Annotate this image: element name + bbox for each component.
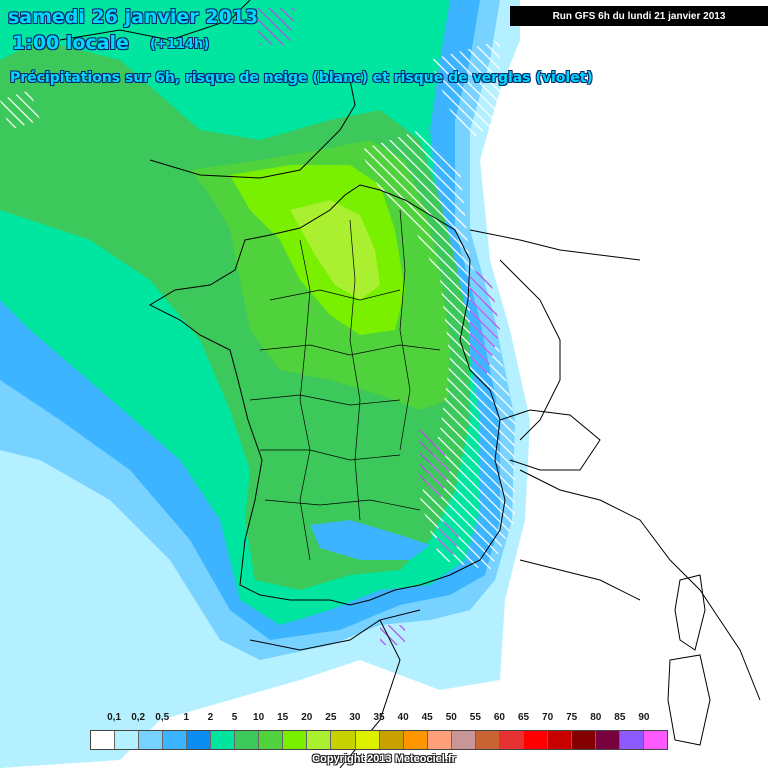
legend-swatch: [523, 731, 548, 749]
legend-label: 60: [493, 712, 505, 723]
legend-swatch: [644, 731, 668, 749]
legend-label: 50: [445, 712, 457, 723]
legend-swatch: [331, 731, 356, 749]
legend-label: 15: [277, 712, 289, 723]
ice-risk-area-4: [380, 625, 405, 645]
legend-swatch: [403, 731, 428, 749]
legend-swatch: [427, 731, 452, 749]
precip-core-south: [310, 520, 430, 560]
legend-label: 90: [638, 712, 650, 723]
legend-label: 10: [253, 712, 265, 723]
copyright-text: Copyright 2013 Meteociel.fr: [312, 753, 456, 765]
legend-label: 55: [469, 712, 481, 723]
legend-swatch: [163, 731, 188, 749]
legend-swatches: [90, 730, 668, 750]
legend-label: 35: [373, 712, 385, 723]
ice-risk-area-5: [470, 270, 500, 380]
legend-swatch: [620, 731, 645, 749]
forecast-time: 1:00 locale: [12, 32, 129, 54]
legend-label: 0,1: [107, 712, 122, 723]
legend-label: 75: [566, 712, 578, 723]
legend-label: 0,2: [131, 712, 146, 723]
legend-label: 25: [325, 712, 337, 723]
legend-label: 1: [183, 712, 190, 723]
run-info-badge: Run GFS 6h du lundi 21 janvier 2013: [510, 6, 768, 26]
legend-swatch: [259, 731, 284, 749]
corsica-outline: [674, 574, 706, 651]
legend-swatch: [595, 731, 621, 749]
italy-outline: [519, 469, 761, 701]
legend-label: 70: [542, 712, 554, 723]
legend-swatch: [139, 731, 164, 749]
legend-label: 40: [397, 712, 409, 723]
legend-label: 65: [517, 712, 530, 723]
swiss-border: [499, 409, 601, 471]
legend-swatch: [547, 731, 572, 749]
ice-risk-area-3: [255, 8, 295, 45]
legend-label: 20: [301, 712, 313, 723]
legend-label: 5: [231, 712, 238, 723]
map-subtitle: Précipitations sur 6h, risque de neige (…: [10, 70, 593, 86]
ice-risk-area-2: [435, 520, 460, 555]
legend-swatch: [115, 731, 140, 749]
precip-legend: 0,1 0,2 0,5 1 2 5 10 15 20 25 30 35 40 45 50 55 60 65 70 75…: [90, 712, 668, 752]
legend-swatch: [355, 731, 380, 749]
legend-swatch: [451, 731, 476, 749]
snow-risk-area-west: [0, 90, 40, 130]
sardinia-outline: [667, 654, 711, 746]
region-lines: [249, 209, 441, 561]
legend-label: 2: [207, 712, 214, 723]
legend-label: 30: [349, 712, 361, 723]
legend-swatch: [307, 731, 332, 749]
forecast-lead-time: (+114h): [150, 37, 210, 52]
precip-band-20: [290, 200, 380, 300]
legend-swatch: [475, 731, 500, 749]
run-info-text: Run GFS 6h du lundi 21 janvier 2013: [552, 10, 726, 22]
legend-labels: 0,1 0,2 0,5 1 2 5 10 15 20 25 30 35 40 45 50 55 60 65 70 75…: [90, 712, 668, 730]
legend-swatch: [187, 731, 212, 749]
legend-label: 0,5: [155, 712, 170, 723]
legend-label: 80: [590, 712, 602, 723]
country-borders: [59, 0, 761, 768]
germany-border: [469, 229, 641, 441]
snow-risk-area: [360, 130, 515, 570]
legend-swatch: [283, 731, 308, 749]
legend-swatch: [211, 731, 236, 749]
ice-risk-area: [420, 430, 450, 500]
forecast-date: samedi 26 janvier 2013: [8, 6, 259, 28]
france-outline: [148, 184, 506, 606]
snow-risk-area-north: [430, 40, 500, 140]
legend-swatch: [499, 731, 524, 749]
legend-swatch: [91, 731, 116, 749]
legend-swatch: [571, 731, 596, 749]
legend-swatch: [379, 731, 404, 749]
legend-swatch: [235, 731, 260, 749]
uk-outline: [59, 0, 356, 179]
legend-label: 85: [614, 712, 626, 723]
legend-label: 45: [421, 712, 433, 723]
